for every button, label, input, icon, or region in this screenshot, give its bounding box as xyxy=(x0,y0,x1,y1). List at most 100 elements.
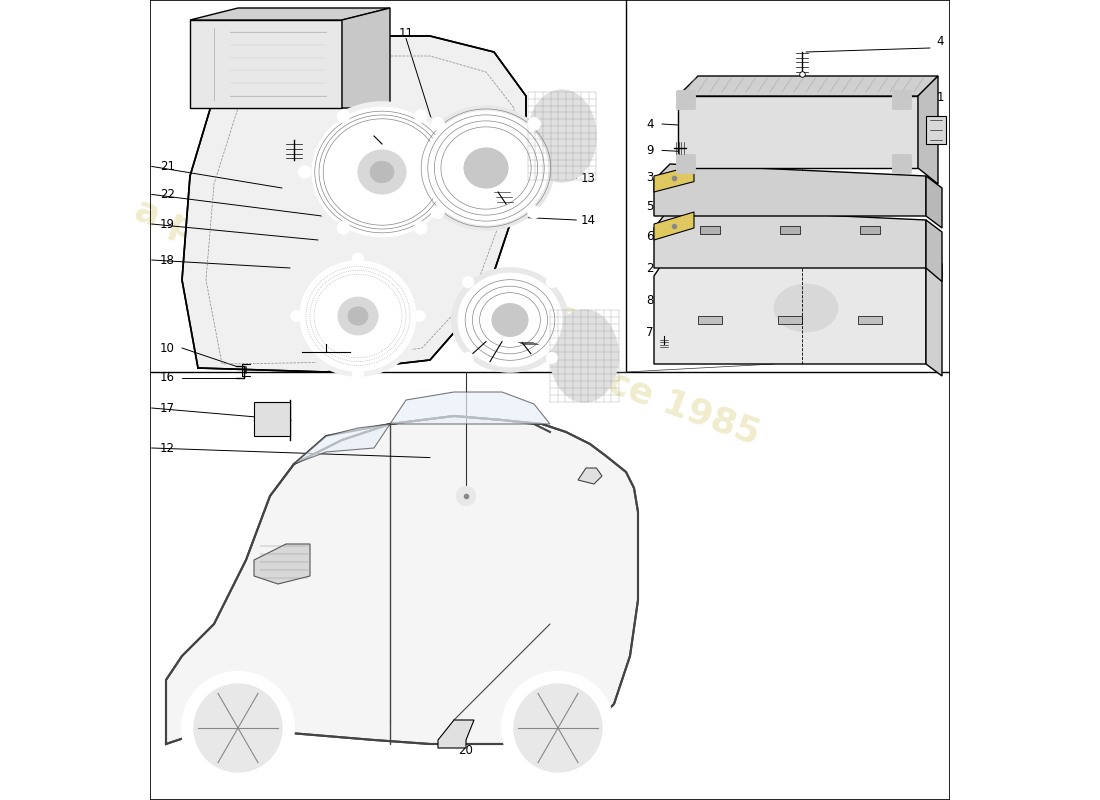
Ellipse shape xyxy=(424,111,548,225)
Ellipse shape xyxy=(348,306,369,325)
Text: 4: 4 xyxy=(647,118,653,130)
Text: 4: 4 xyxy=(936,35,944,48)
Text: 1: 1 xyxy=(936,91,944,104)
Text: 14: 14 xyxy=(581,214,596,226)
Ellipse shape xyxy=(452,268,568,372)
Circle shape xyxy=(547,352,558,363)
Circle shape xyxy=(528,118,540,130)
Text: 21: 21 xyxy=(161,160,175,173)
Text: 15: 15 xyxy=(581,131,596,144)
Text: 17: 17 xyxy=(161,402,175,414)
Polygon shape xyxy=(190,8,390,20)
Circle shape xyxy=(547,277,558,288)
Ellipse shape xyxy=(358,150,406,194)
Text: EDIGSPARTS
a pesquisa  the parts since 1985: EDIGSPARTS a pesquisa the parts since 19… xyxy=(130,156,778,452)
Polygon shape xyxy=(926,116,946,144)
Polygon shape xyxy=(654,166,694,192)
Text: 15: 15 xyxy=(581,390,596,402)
Text: 23: 23 xyxy=(368,27,383,40)
Text: 14: 14 xyxy=(581,315,596,328)
Polygon shape xyxy=(918,76,938,184)
Circle shape xyxy=(414,310,426,322)
Polygon shape xyxy=(438,720,474,748)
Text: 9: 9 xyxy=(647,144,653,157)
Text: 22: 22 xyxy=(161,188,175,201)
Circle shape xyxy=(528,206,540,218)
Ellipse shape xyxy=(370,162,394,182)
Polygon shape xyxy=(166,416,638,744)
Polygon shape xyxy=(578,468,602,484)
Polygon shape xyxy=(654,212,694,240)
Text: 16: 16 xyxy=(161,371,175,384)
Ellipse shape xyxy=(338,297,378,334)
Ellipse shape xyxy=(492,304,528,336)
Text: 11: 11 xyxy=(398,27,414,40)
Polygon shape xyxy=(294,424,390,464)
Circle shape xyxy=(352,368,364,379)
Text: 12: 12 xyxy=(161,442,175,454)
Polygon shape xyxy=(778,316,802,324)
Ellipse shape xyxy=(528,90,596,182)
Circle shape xyxy=(431,206,444,218)
Polygon shape xyxy=(926,176,942,228)
Polygon shape xyxy=(190,20,342,108)
Circle shape xyxy=(462,352,474,363)
Text: 18: 18 xyxy=(161,254,175,266)
Ellipse shape xyxy=(294,256,422,376)
Circle shape xyxy=(182,672,294,784)
Ellipse shape xyxy=(550,310,618,402)
Polygon shape xyxy=(342,8,390,108)
Circle shape xyxy=(415,110,427,122)
Text: 3: 3 xyxy=(647,171,653,184)
Circle shape xyxy=(415,222,427,234)
Ellipse shape xyxy=(312,107,452,237)
Polygon shape xyxy=(678,96,918,168)
Circle shape xyxy=(337,222,350,234)
Polygon shape xyxy=(858,316,882,324)
Polygon shape xyxy=(390,392,550,424)
Polygon shape xyxy=(654,240,926,364)
FancyBboxPatch shape xyxy=(676,154,695,174)
Circle shape xyxy=(290,310,303,322)
Text: 10: 10 xyxy=(161,342,175,354)
Text: 8: 8 xyxy=(647,294,653,306)
Circle shape xyxy=(352,253,364,264)
Ellipse shape xyxy=(458,274,562,366)
Polygon shape xyxy=(860,226,880,234)
FancyBboxPatch shape xyxy=(892,90,912,110)
Text: 20: 20 xyxy=(459,744,473,757)
Polygon shape xyxy=(254,402,290,436)
Polygon shape xyxy=(654,208,926,268)
Text: 7: 7 xyxy=(647,326,653,338)
Circle shape xyxy=(514,684,602,772)
Text: 13: 13 xyxy=(581,172,596,185)
Circle shape xyxy=(502,672,614,784)
Polygon shape xyxy=(926,220,942,282)
Text: 5: 5 xyxy=(647,200,653,213)
Polygon shape xyxy=(254,544,310,584)
Polygon shape xyxy=(701,226,719,234)
FancyBboxPatch shape xyxy=(676,90,695,110)
Ellipse shape xyxy=(464,148,508,188)
Polygon shape xyxy=(678,76,938,96)
Ellipse shape xyxy=(306,102,458,242)
Polygon shape xyxy=(780,226,800,234)
Polygon shape xyxy=(926,252,942,376)
Circle shape xyxy=(462,277,474,288)
Circle shape xyxy=(453,166,465,178)
Circle shape xyxy=(456,486,475,506)
Polygon shape xyxy=(182,36,526,372)
Circle shape xyxy=(431,118,444,130)
Circle shape xyxy=(194,684,282,772)
Ellipse shape xyxy=(418,106,554,230)
Circle shape xyxy=(298,166,311,178)
Text: 13: 13 xyxy=(581,354,596,366)
FancyBboxPatch shape xyxy=(892,154,912,174)
Polygon shape xyxy=(654,164,926,216)
Text: 6: 6 xyxy=(647,230,653,242)
Polygon shape xyxy=(698,316,722,324)
Text: 19: 19 xyxy=(161,218,175,230)
Ellipse shape xyxy=(774,284,838,332)
Circle shape xyxy=(337,110,350,122)
Text: 2: 2 xyxy=(647,262,653,274)
